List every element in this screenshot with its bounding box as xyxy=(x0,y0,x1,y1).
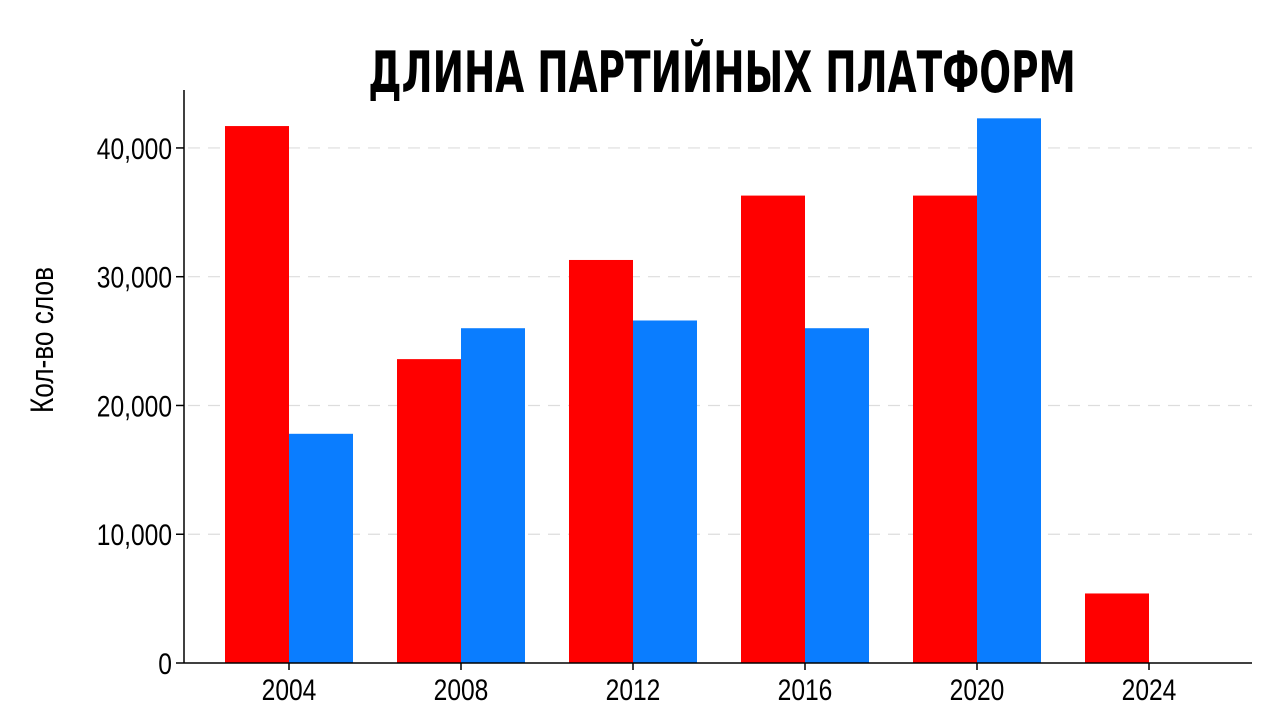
x-tick-label: 2020 xyxy=(950,673,1005,707)
x-tick-label: 2008 xyxy=(434,673,489,707)
x-tick-label: 2016 xyxy=(778,673,833,707)
bar-2020-series-2 xyxy=(977,118,1041,664)
y-tick-label: 0 xyxy=(158,647,172,681)
y-tick-label: 20,000 xyxy=(97,389,172,423)
bars xyxy=(225,118,1149,664)
chart-title: ДЛИНА ПАРТИЙНЫХ ПЛАТФОРМ xyxy=(368,39,1076,106)
bar-2012-series-1 xyxy=(569,259,633,663)
y-tick-label: 40,000 xyxy=(97,132,172,166)
bar-2016-series-1 xyxy=(741,195,805,663)
bar-2004-series-1 xyxy=(225,126,289,663)
x-tick-label: 2024 xyxy=(1122,673,1177,707)
bar-2016-series-2 xyxy=(805,328,869,663)
bar-2020-series-1 xyxy=(913,195,977,663)
bar-2024-series-1 xyxy=(1085,593,1149,663)
grid-lines xyxy=(188,147,1252,535)
x-tick-label: 2004 xyxy=(262,673,317,707)
y-tick-label: 30,000 xyxy=(97,260,172,294)
tick-labels: 0 10,000 20,000 30,000 40,000 2004 2008 2012 201… xyxy=(97,132,1177,707)
axes xyxy=(183,90,1252,664)
bar-2008-series-1 xyxy=(397,359,461,663)
bar-2008-series-2 xyxy=(461,328,525,663)
y-axis-label: Кол-во слов xyxy=(26,267,61,413)
bar-2012-series-2 xyxy=(633,320,697,663)
x-tick-label: 2012 xyxy=(606,673,661,707)
y-tick-label: 10,000 xyxy=(97,518,172,552)
bar-2004-series-2 xyxy=(289,433,353,663)
